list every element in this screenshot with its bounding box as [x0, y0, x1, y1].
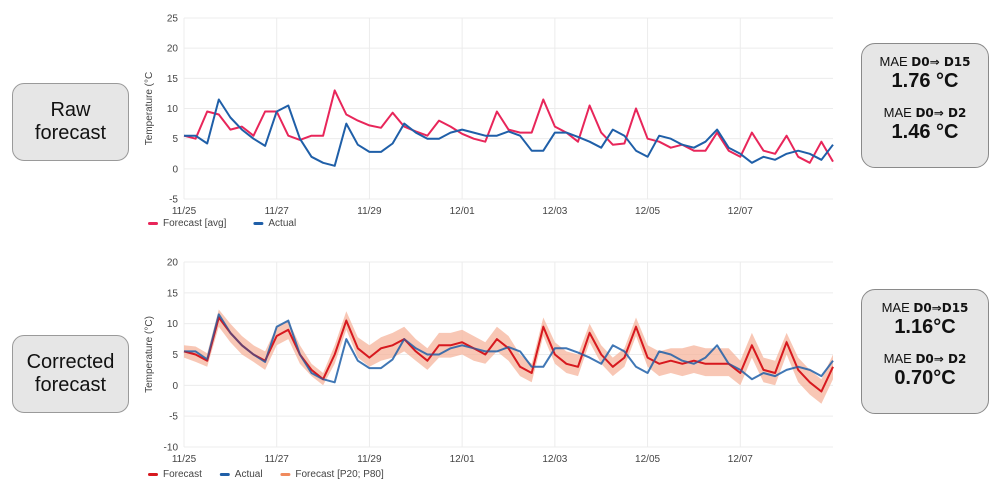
y-tick-label: 15: [167, 288, 179, 299]
y-tick-label: -5: [169, 412, 178, 423]
x-tick-label: 11/25: [172, 454, 197, 465]
legend-swatch: [280, 473, 291, 476]
legend-swatch: [148, 222, 158, 225]
mae-label: MAE D0⇒ D2: [862, 351, 988, 366]
x-tick-label: 11/27: [265, 206, 290, 217]
x-tick-label: 11/27: [265, 454, 290, 465]
y-tick-label: 10: [167, 319, 179, 330]
y-tick-label: 0: [172, 164, 178, 175]
legend-label: Forecast: [163, 469, 202, 480]
x-tick-label: 12/01: [450, 206, 475, 217]
forecast-line: [183, 316, 834, 393]
mae-prefix: MAE: [883, 105, 912, 120]
y-tick-label: -10: [164, 443, 179, 454]
y-tick-label: 25: [167, 14, 179, 25]
mae-range: D0⇒ D2: [915, 352, 967, 366]
corrected-forecast-label-line1: Corrected: [26, 351, 115, 373]
x-tick-label: 11/29: [357, 206, 382, 217]
y-tick-label: 15: [167, 74, 179, 85]
mae-prefix: MAE: [881, 300, 910, 315]
y-axis-label: Temperature (°C): [144, 316, 155, 393]
corrected-forecast-label-line2: forecast: [34, 374, 107, 396]
mae-value: 1.76 °C: [891, 70, 959, 92]
corrected-mae-box: MAE D0⇒D15 1.16°C MAE D0⇒ D2 0.70°C: [861, 289, 989, 414]
legend-swatch: [148, 473, 158, 476]
y-tick-label: 0: [172, 381, 178, 392]
x-tick-label: 12/07: [728, 454, 753, 465]
mae-prefix: MAE: [879, 54, 908, 69]
mae-label: MAE D0⇒ D15: [862, 54, 988, 69]
y-tick-label: 5: [172, 350, 178, 361]
legend-swatch: [219, 473, 230, 476]
raw-forecast-label-line1: Raw: [50, 99, 91, 121]
mae-range: D0⇒D15: [913, 301, 969, 315]
legend-label: Actual: [235, 469, 263, 480]
y-tick-label: 5: [172, 134, 178, 145]
x-tick-label: 12/05: [635, 206, 660, 217]
raw-forecast-label: Raw forecast: [12, 83, 129, 161]
x-tick-label: 12/01: [450, 454, 475, 465]
corrected-forecast-label: Corrected forecast: [12, 335, 129, 413]
y-tick-label: 10: [167, 104, 179, 115]
legend-label: Actual: [268, 218, 296, 229]
y-tick-label: 20: [167, 44, 179, 55]
x-tick-label: 12/03: [542, 454, 567, 465]
x-tick-label: 11/25: [172, 206, 197, 217]
forecast-p20-p80-band: [184, 309, 833, 404]
mae-range: D0⇒ D15: [911, 55, 971, 69]
legend-label: Forecast [P20; P80]: [295, 469, 384, 480]
actual-line: [184, 98, 834, 167]
mae-value: 1.46 °C: [891, 121, 959, 143]
x-tick-label: 12/07: [728, 206, 753, 217]
raw-mae-box: MAE D0⇒ D15 1.76 °C MAE D0⇒ D2 1.46 °C: [861, 43, 989, 168]
forecast-line: [183, 89, 834, 164]
mae-value: 0.70°C: [894, 367, 956, 389]
x-tick-label: 11/29: [357, 454, 382, 465]
raw-forecast-label-line2: forecast: [34, 122, 107, 144]
mae-range: D0⇒ D2: [915, 106, 967, 120]
mae-value: 1.16°C: [894, 316, 956, 338]
actual-line: [184, 313, 834, 384]
y-axis-label: Temperature (°C: [144, 72, 155, 145]
legend-label: Forecast [avg]: [163, 218, 227, 229]
x-tick-label: 12/05: [635, 454, 660, 465]
forecast-line-overlay: [183, 315, 834, 393]
mae-prefix: MAE: [883, 351, 912, 366]
x-tick-label: 12/03: [542, 206, 567, 217]
mae-label: MAE D0⇒ D2: [862, 105, 988, 120]
legend-swatch: [253, 222, 264, 225]
y-tick-label: -5: [169, 195, 178, 206]
y-tick-label: 20: [167, 258, 179, 269]
mae-label: MAE D0⇒D15: [862, 300, 988, 315]
